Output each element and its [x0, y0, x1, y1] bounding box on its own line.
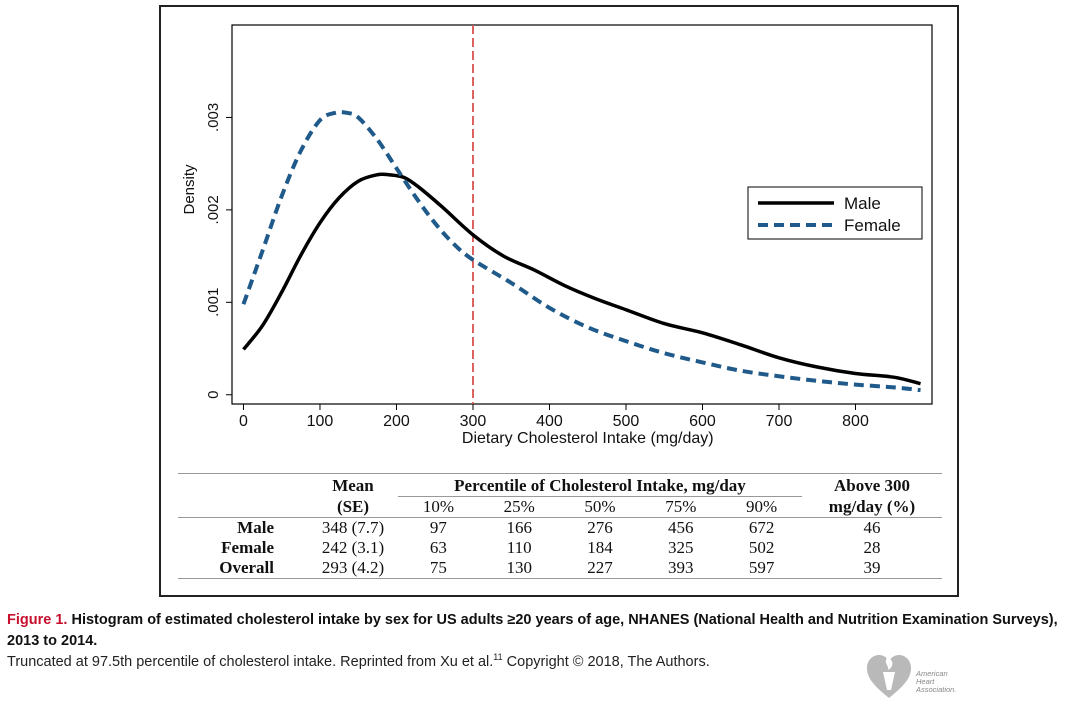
cell-p90: 597: [721, 558, 802, 579]
cholesterol-stats-table: Mean Percentile of Cholesterol Intake, m…: [178, 473, 942, 579]
table-header-row-2: (SE) 10% 25% 50% 75% 90% mg/day (%): [178, 497, 942, 518]
x-tick-label: 600: [689, 413, 716, 430]
cell-p10: 63: [429, 538, 447, 557]
cell-p90: 672: [721, 517, 802, 538]
cell-p50: 227: [559, 558, 641, 579]
series-female-line: [241, 110, 921, 393]
table-row-male: Male 348 (7.7) 97 166 276 456 672 46: [178, 517, 942, 538]
x-axis-title: Dietary Cholesterol Intake (mg/day): [462, 430, 714, 447]
heart-torch-icon: [867, 650, 911, 698]
x-tick-label: 200: [383, 413, 410, 430]
table-corner-2: [178, 497, 308, 518]
cell-mean: 242 (3.1): [321, 538, 385, 557]
density-chart: 0 100 200 300 400 500 600 700 800 0 .001 .002 .003 Di…: [181, 24, 933, 447]
x-tick-label: 700: [766, 413, 793, 430]
series-male-line: [242, 172, 921, 386]
x-tick-label: 100: [307, 413, 334, 430]
cell-p25: 166: [478, 517, 560, 538]
aha-wordmark: American Heart Association.: [916, 670, 956, 694]
table-header-row-1: Mean Percentile of Cholesterol Intake, m…: [178, 473, 942, 497]
legend-label-male: Male: [844, 194, 881, 213]
y-tick-label: .003: [205, 103, 222, 132]
cell-mean: 293 (4.2): [308, 558, 398, 579]
col-above-header: Above 300: [802, 473, 942, 497]
cell-p50: 184: [587, 538, 613, 557]
col-mean-subheader: (SE): [336, 496, 370, 516]
x-tick-label: 500: [613, 413, 640, 430]
col-p25-header: 25%: [503, 497, 535, 516]
col-percentile-group-header: Percentile of Cholesterol Intake, mg/day: [398, 473, 802, 497]
legend-label-female: Female: [844, 216, 901, 235]
y-tick-label: 0: [205, 391, 222, 399]
table-row-overall: Overall 293 (4.2) 75 130 227 393 597 39: [178, 558, 942, 579]
caption-note-tail: Copyright © 2018, The Authors.: [502, 653, 710, 670]
figure-caption: Figure 1. Histogram of estimated cholest…: [7, 610, 1079, 652]
col-mean-header: Mean: [308, 473, 398, 497]
col-p10-header: 10%: [422, 497, 454, 516]
y-axis-title: Density: [181, 164, 198, 215]
cell-mean: 348 (7.7): [308, 517, 398, 538]
aha-wordmark-line3: Association.: [916, 685, 957, 694]
cell-p75: 456: [640, 517, 722, 538]
cell-p25: 110: [506, 538, 532, 557]
col-above-subheader: mg/day (%): [828, 496, 916, 516]
x-tick-label: 0: [239, 413, 248, 430]
cell-above: 39: [802, 558, 942, 579]
table-corner: [178, 473, 308, 497]
x-tick-label: 800: [842, 413, 869, 430]
aha-wordmark-line2: Heart: [916, 677, 935, 686]
col-p75-header: 75%: [665, 497, 697, 516]
y-tick-label: .002: [205, 195, 222, 224]
figure-title: Histogram of estimated cholesterol intak…: [7, 612, 1058, 649]
cell-p75: 325: [668, 538, 694, 557]
table-row-female: Female 242 (3.1) 63 110 184 325 502 28: [178, 538, 942, 558]
x-tick-label: 300: [460, 413, 487, 430]
cell-p10: 97: [398, 517, 479, 538]
figure-label: Figure 1.: [7, 612, 68, 628]
row-label: Female: [221, 538, 274, 557]
cell-above: 46: [802, 517, 942, 538]
row-label: Male: [178, 517, 308, 538]
legend-box: [747, 186, 923, 240]
cell-p25: 130: [478, 558, 560, 579]
cell-p50: 276: [559, 517, 641, 538]
y-tick-label: .001: [205, 288, 222, 317]
cell-p75: 393: [640, 558, 722, 579]
col-p50-header: 50%: [584, 497, 616, 516]
cell-p10: 75: [398, 558, 479, 579]
row-label: Overall: [178, 558, 308, 579]
caption-note: Truncated at 97.5th percentile of choles…: [7, 652, 710, 670]
col-p90-header: 90%: [746, 497, 778, 516]
caption-note-text: Truncated at 97.5th percentile of choles…: [7, 653, 494, 670]
aha-logo: American Heart Association.: [864, 646, 974, 700]
aha-wordmark-line1: American: [916, 669, 948, 678]
cell-above: 28: [863, 538, 881, 557]
caption-note-ref: 11: [493, 652, 503, 662]
figure-frame: [159, 5, 959, 597]
x-tick-label: 400: [536, 413, 563, 430]
cell-p90: 502: [748, 538, 775, 557]
